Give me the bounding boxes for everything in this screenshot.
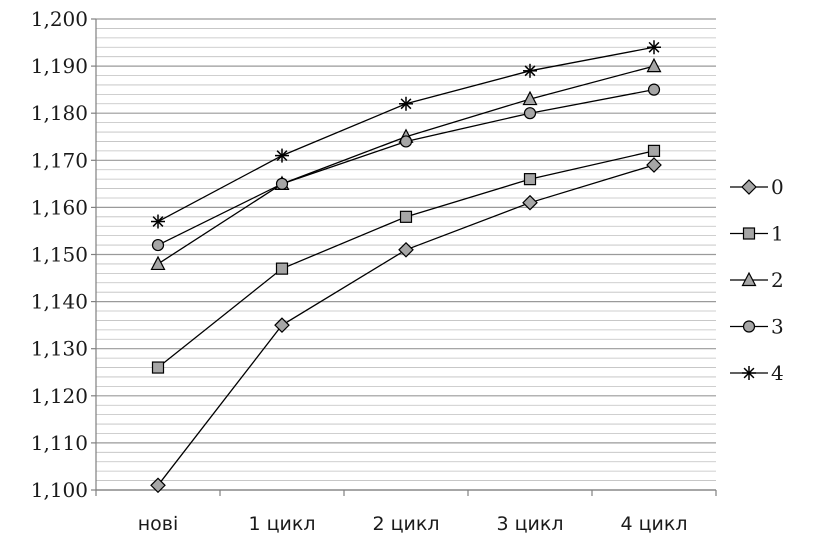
y-tick-label: 1,190 (31, 54, 88, 78)
series-lines (150, 40, 662, 494)
legend-marker (742, 227, 756, 240)
series-line (157, 65, 655, 265)
data-point (399, 135, 413, 148)
x-tick-label: 4 цикл (620, 513, 687, 535)
data-point (646, 57, 662, 73)
y-tick-label: 1,110 (31, 431, 88, 455)
legend-marker (742, 366, 756, 380)
series-line (157, 150, 655, 369)
legend-item: 2 (730, 268, 784, 292)
data-point (275, 177, 289, 190)
y-tick-label: 1,100 (31, 478, 88, 502)
y-tick-label: 1,130 (31, 337, 88, 361)
data-point (647, 144, 661, 157)
legend-label: 4 (771, 361, 784, 385)
legend-label: 1 (771, 222, 784, 246)
legend-item: 3 (730, 315, 784, 339)
data-point (399, 96, 413, 111)
series-1 (151, 144, 661, 374)
legend-item: 0 (730, 175, 784, 199)
series-3 (151, 83, 661, 252)
y-tick-label: 1,180 (31, 101, 88, 125)
data-point (647, 40, 661, 55)
legend-marker (742, 320, 756, 333)
legend-label: 3 (771, 315, 784, 339)
data-point (647, 83, 661, 96)
legend-marker (741, 179, 757, 195)
y-tick-label: 1,120 (31, 384, 88, 408)
legend-label: 0 (771, 175, 784, 199)
data-point (399, 210, 413, 223)
data-point (523, 173, 537, 186)
data-point (151, 361, 165, 374)
data-point (150, 477, 166, 494)
x-axis-tick-labels: нові 1 цикл 2 цикл 3 цикл 4 цикл (138, 513, 688, 535)
x-tick-label: 2 цикл (372, 513, 439, 535)
data-point (275, 148, 289, 163)
y-tick-label: 1,200 (31, 7, 88, 31)
x-tick-label: 1 цикл (248, 513, 315, 535)
data-point (151, 214, 165, 229)
data-point (151, 238, 165, 252)
data-point (274, 317, 290, 333)
x-tick-label: нові (138, 513, 179, 535)
grid-lines (96, 18, 716, 491)
data-point (523, 107, 537, 120)
legend-item: 4 (730, 361, 784, 385)
series-4 (151, 40, 661, 229)
legend-item: 1 (730, 222, 784, 246)
axes (91, 18, 717, 496)
data-point (150, 255, 166, 271)
data-point (522, 90, 538, 106)
data-point (522, 194, 538, 211)
data-point (398, 241, 414, 258)
y-tick-label: 1,150 (31, 243, 88, 267)
legend: 0 1 2 3 4 (730, 175, 784, 385)
y-tick-label: 1,140 (31, 290, 88, 314)
legend-label: 2 (771, 268, 784, 292)
data-point (646, 157, 662, 173)
series-0 (150, 157, 662, 494)
x-tick-label: 3 цикл (496, 513, 563, 535)
data-point (275, 262, 289, 275)
y-tick-label: 1,170 (31, 148, 88, 172)
data-point (523, 63, 537, 78)
series-2 (150, 57, 662, 271)
y-tick-label: 1,160 (31, 195, 88, 219)
legend-marker (741, 271, 757, 287)
y-axis-tick-labels: 1,100 1,110 1,120 1,130 1,140 1,150 1,160 1,170… (31, 7, 88, 502)
